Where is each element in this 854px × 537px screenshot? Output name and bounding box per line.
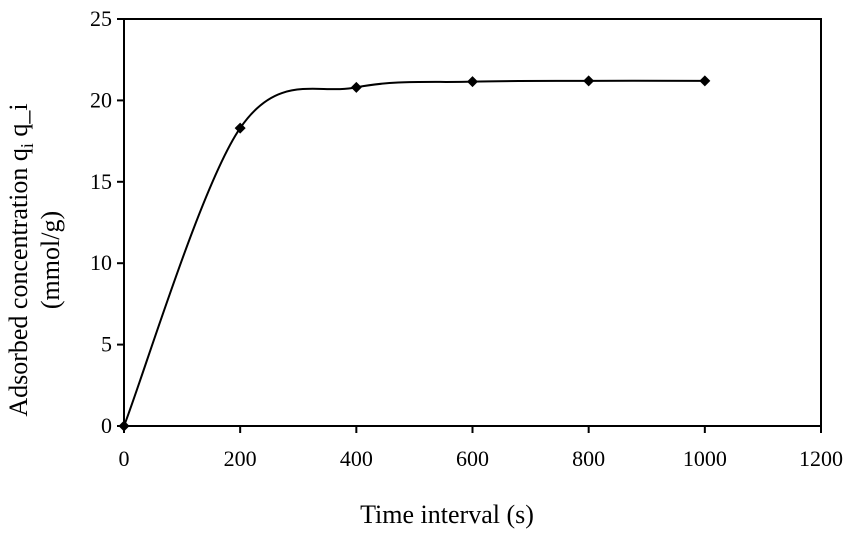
- x-axis-ticks: 0 200 400 600 800 1000 1200: [119, 426, 843, 471]
- y-axis-title: Adsorbed concentration qi q_i (mmol/g): [4, 103, 65, 416]
- data-point-marker: [350, 81, 362, 93]
- data-markers: [118, 75, 711, 432]
- x-tick-label: 200: [224, 446, 257, 471]
- x-tick-label: 0: [119, 446, 130, 471]
- data-point-marker: [234, 122, 246, 134]
- y-tick-label: 5: [101, 332, 112, 357]
- y-axis-title-line1: Adsorbed concentration qi q_i: [4, 103, 37, 416]
- y-axis-ticks: 0 5 10 15 20 25: [90, 6, 124, 438]
- x-tick-label: 400: [340, 446, 373, 471]
- y-tick-label: 10: [90, 250, 112, 275]
- x-tick-label: 600: [456, 446, 489, 471]
- y-tick-label: 15: [90, 169, 112, 194]
- y-tick-label: 25: [90, 6, 112, 31]
- data-point-marker: [699, 75, 711, 87]
- x-axis-title: Time interval (s): [360, 500, 534, 529]
- data-point-marker: [583, 75, 595, 87]
- plot-frame: [123, 18, 822, 427]
- data-point-marker: [467, 76, 478, 88]
- x-tick-label: 1000: [683, 446, 727, 471]
- series-line: [123, 79, 705, 427]
- y-tick-label: 20: [90, 87, 112, 112]
- y-tick-label: 0: [101, 413, 112, 438]
- x-tick-label: 800: [572, 446, 605, 471]
- data-point-marker: [118, 420, 130, 432]
- x-tick-label: 1200: [799, 446, 843, 471]
- y-axis-title-line2: (mmol/g): [36, 211, 65, 309]
